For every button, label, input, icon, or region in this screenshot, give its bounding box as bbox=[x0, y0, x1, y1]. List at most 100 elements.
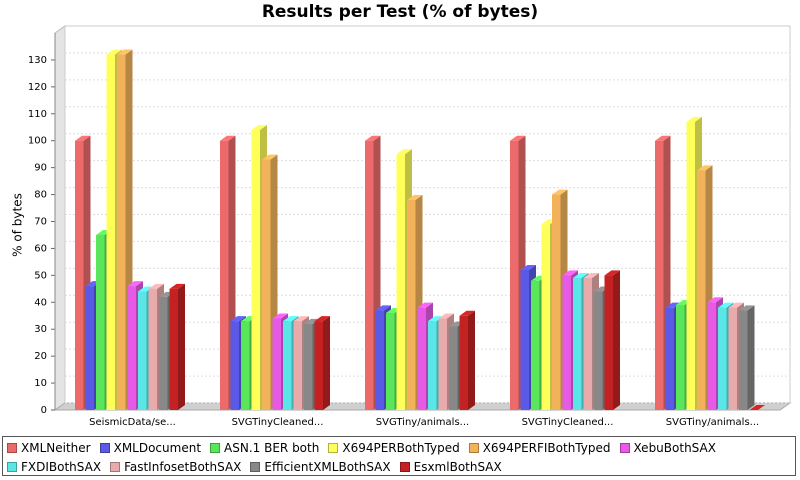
bar-front bbox=[106, 54, 115, 411]
y-tick-label: 50 bbox=[34, 270, 47, 281]
bar-top bbox=[293, 316, 309, 322]
bar-top bbox=[396, 149, 412, 155]
bar-top bbox=[686, 116, 702, 122]
bar-front bbox=[117, 54, 126, 411]
y-tick-label: 0 bbox=[41, 405, 47, 416]
bar-top bbox=[552, 189, 568, 195]
bar-front bbox=[251, 129, 260, 410]
bar-front bbox=[520, 269, 529, 410]
legend-label: XebuBothSAX bbox=[633, 441, 716, 455]
bar-front bbox=[169, 288, 178, 410]
legend-label: FXDIBothSAX bbox=[21, 460, 102, 474]
bar-front bbox=[138, 291, 147, 410]
bar-front bbox=[272, 318, 281, 410]
bar-front bbox=[241, 321, 250, 410]
bar-front bbox=[438, 318, 447, 410]
bar-side bbox=[613, 270, 620, 410]
legend-swatch bbox=[99, 443, 110, 453]
bar-top bbox=[697, 165, 713, 171]
legend-swatch bbox=[7, 462, 17, 472]
legend-label: X694PERBothTyped bbox=[342, 441, 460, 455]
legend-swatch bbox=[399, 462, 410, 472]
bar-front bbox=[707, 302, 716, 410]
bar-front bbox=[159, 296, 168, 410]
legend-label: X694PERFIBothTyped bbox=[482, 441, 611, 455]
legend-item: XebuBothSAX bbox=[619, 439, 716, 457]
bar-front bbox=[655, 140, 664, 410]
y-axis-label: % of bytes bbox=[11, 193, 25, 257]
bar-top bbox=[272, 313, 288, 319]
bar-front bbox=[428, 321, 437, 410]
bar-top bbox=[106, 49, 122, 55]
legend-swatch bbox=[210, 443, 221, 453]
bar-side bbox=[468, 310, 475, 410]
x-tick-label: SeismicData/se... bbox=[89, 417, 176, 428]
bar-front bbox=[127, 286, 136, 410]
legend-swatch bbox=[468, 443, 479, 453]
bar-front bbox=[230, 321, 239, 410]
bar-top bbox=[117, 49, 133, 55]
chart-title: Results per Test (% of bytes) bbox=[262, 2, 538, 22]
bar-front bbox=[407, 199, 416, 410]
legend-item: EfficientXMLBothSAX bbox=[250, 458, 391, 476]
back-wall bbox=[54, 25, 66, 411]
bar-front bbox=[573, 278, 582, 410]
legend-swatch bbox=[328, 443, 339, 453]
legend-label: EfficientXMLBothSAX bbox=[264, 460, 391, 474]
bar-top bbox=[459, 310, 475, 316]
bar-front bbox=[718, 307, 727, 410]
bar-side bbox=[747, 305, 755, 410]
bar-front bbox=[293, 321, 302, 410]
legend-item: EsxmlBothSAX bbox=[399, 458, 502, 476]
legend-label: XMLDocument bbox=[113, 441, 202, 455]
bar-top bbox=[169, 283, 185, 289]
y-tick-label: 20 bbox=[34, 351, 47, 362]
bar bbox=[749, 405, 765, 410]
bar-front bbox=[562, 275, 571, 410]
bar-front bbox=[283, 321, 292, 410]
bar-top bbox=[520, 264, 536, 270]
bar-front bbox=[728, 307, 737, 410]
bar-top bbox=[304, 318, 320, 324]
bar-front bbox=[75, 140, 84, 410]
bar-front bbox=[365, 140, 374, 410]
y-tick-label: 90 bbox=[34, 163, 47, 174]
legend-item: FXDIBothSAX bbox=[7, 458, 101, 476]
x-tick-label: SVGTinyCleaned... bbox=[522, 417, 614, 428]
bar-front bbox=[148, 288, 157, 410]
bar-front bbox=[697, 170, 706, 410]
bar-top bbox=[314, 316, 330, 322]
bar-top bbox=[230, 316, 246, 322]
bar-front bbox=[386, 313, 395, 410]
x-tick-label: SVGTiny/animals... bbox=[666, 417, 759, 428]
legend-item: FastInfosetBothSAX bbox=[110, 458, 241, 476]
bar-top bbox=[75, 135, 91, 141]
bar-top bbox=[365, 135, 381, 141]
bar-front bbox=[220, 140, 229, 410]
x-tick-label: SVGTiny/animals... bbox=[376, 417, 469, 428]
y-tick-label: 100 bbox=[28, 136, 47, 147]
legend-swatch bbox=[7, 443, 17, 453]
y-tick-label: 10 bbox=[34, 378, 47, 389]
y-tick-label: 70 bbox=[34, 217, 47, 228]
bar-top bbox=[707, 297, 723, 303]
bar-front bbox=[417, 307, 426, 410]
bar-top bbox=[417, 302, 433, 308]
bar-top bbox=[665, 302, 681, 308]
legend-swatch bbox=[110, 462, 121, 472]
legend-item: X694PERFIBothTyped bbox=[468, 439, 611, 457]
legend-label: EsxmlBothSAX bbox=[413, 460, 502, 474]
bar-top bbox=[220, 135, 236, 141]
bar-top bbox=[251, 124, 267, 130]
bar-front bbox=[552, 194, 561, 410]
bar-top bbox=[127, 281, 143, 287]
legend-label: FastInfosetBothSAX bbox=[124, 460, 242, 474]
y-tick-label: 30 bbox=[34, 324, 47, 335]
bar-front bbox=[449, 326, 458, 410]
x-tick-label: SVGTinyCleaned... bbox=[232, 417, 324, 428]
bar-front bbox=[459, 315, 468, 410]
y-tick-label: 40 bbox=[34, 297, 47, 308]
bar bbox=[459, 310, 475, 410]
bar-top bbox=[283, 316, 299, 322]
